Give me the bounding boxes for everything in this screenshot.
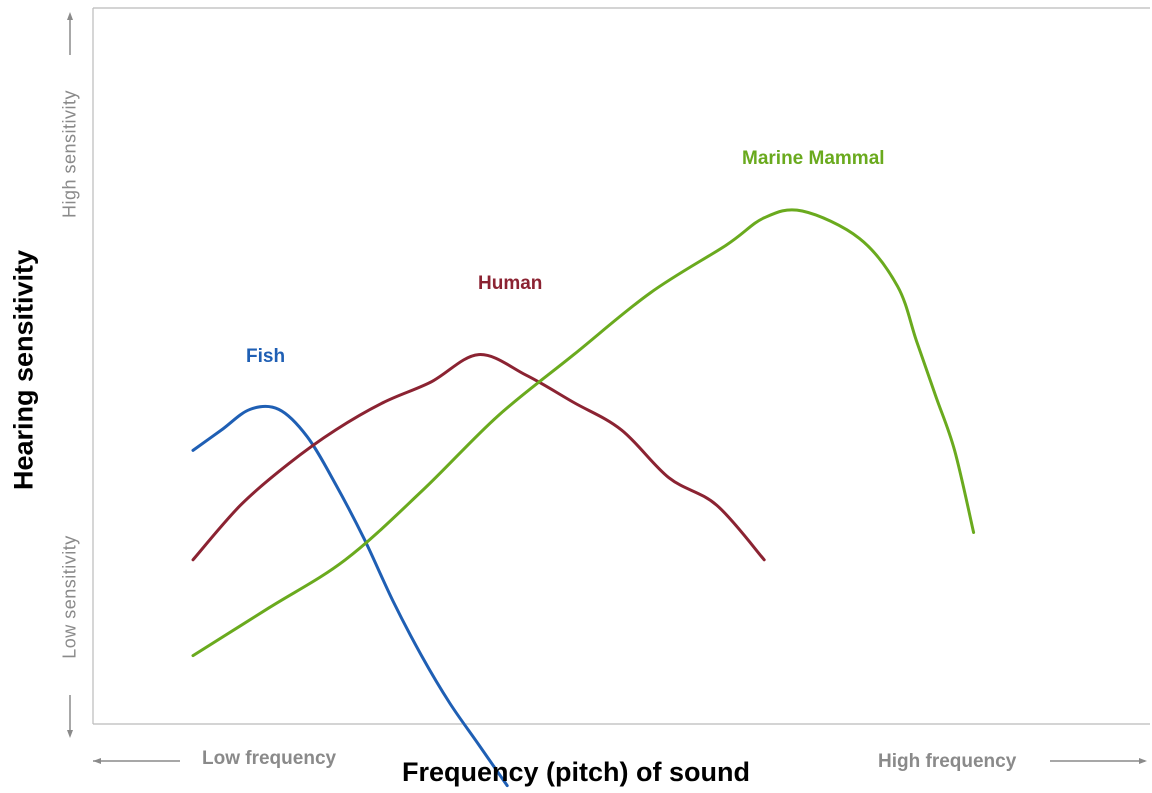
sensitivity-arrows (67, 12, 73, 738)
series-label-fish: Fish (246, 346, 286, 367)
frequency-arrows (93, 758, 1147, 764)
axes (92, 7, 1150, 725)
high-sensitivity-label: High sensitivity (59, 89, 80, 219)
series-line-marine-mammal (191, 208, 976, 658)
high-frequency-label: High frequency (878, 751, 1017, 772)
series-label-marine-mammal: Marine Mammal (742, 148, 885, 169)
low-frequency-label: Low frequency (202, 748, 337, 769)
series-line-fish (191, 404, 509, 788)
series-label-human: Human (478, 273, 543, 294)
series-layer (191, 208, 976, 788)
x-axis-title: Frequency (pitch) of sound (402, 757, 750, 787)
high-frequency-arrowhead (1139, 758, 1147, 764)
low-sensitivity-arrowhead (67, 730, 73, 738)
low-sensitivity-label: Low sensitivity (59, 535, 80, 659)
series-line-human (191, 353, 766, 562)
high-sensitivity-arrowhead (67, 12, 73, 20)
low-frequency-arrowhead (93, 758, 101, 764)
y-axis-title: Hearing sensitivity (8, 249, 39, 491)
